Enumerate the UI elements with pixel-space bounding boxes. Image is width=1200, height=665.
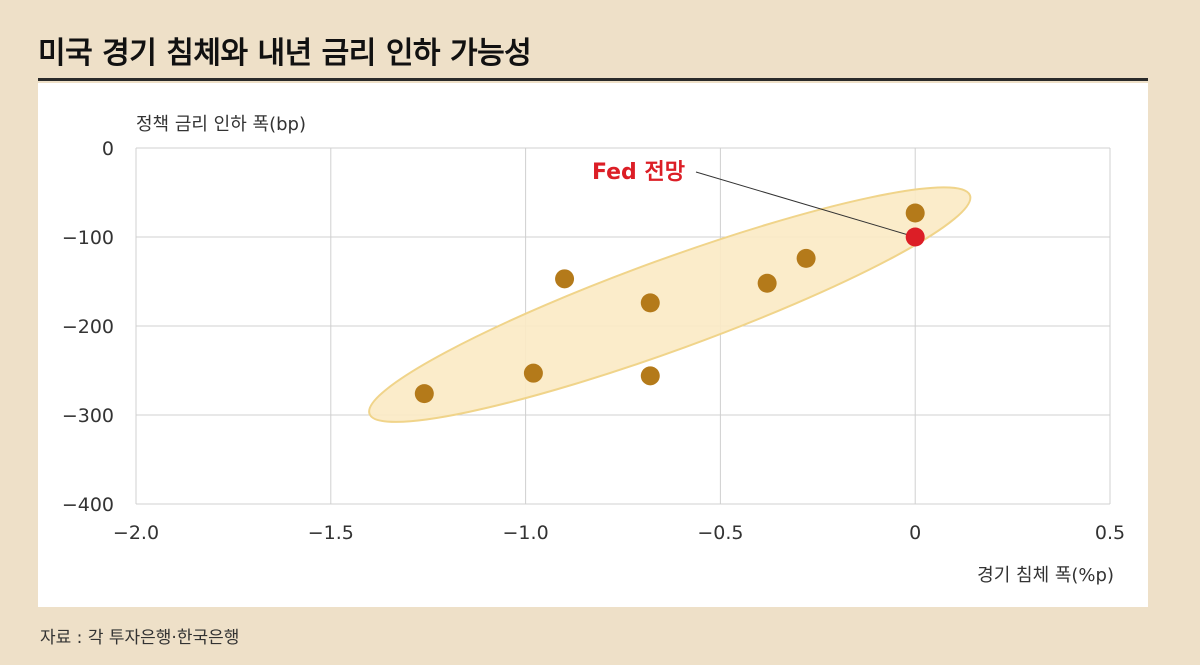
annotation-layer: Fed 전망	[592, 160, 916, 238]
y-axis-label: 정책 금리 인하 폭(bp)	[136, 114, 306, 135]
annotation-leader-line	[695, 171, 916, 238]
bank-forecast-point	[905, 203, 925, 223]
bank-forecast-point	[555, 269, 575, 289]
tick-label-layer: −2.0 −1.5 −1.0 −0.5 0 0.5 0 −100 −200 −300 −400	[62, 138, 1125, 544]
chart-title: 미국 경기 침체와 내년 금리 인하 가능성	[38, 36, 532, 71]
x-tick-label: 0.5	[1095, 522, 1125, 544]
fed-forecast-point	[905, 227, 925, 247]
x-tick-label: 0	[909, 522, 921, 544]
x-tick-label: −1.5	[308, 522, 354, 544]
source-note: 자료 : 각 투자은행·한국은행	[40, 628, 240, 648]
bank-forecast-point	[796, 248, 816, 268]
bank-forecast-point	[640, 366, 660, 386]
point-layer	[414, 203, 925, 404]
title-divider	[38, 78, 1148, 81]
bank-forecast-point	[523, 363, 543, 383]
x-axis-label: 경기 침체 폭(%p)	[977, 565, 1114, 586]
fed-annotation-label: Fed 전망	[592, 160, 685, 185]
y-tick-label: −100	[62, 227, 114, 249]
highlight-region-layer	[368, 186, 972, 423]
x-tick-label: −1.0	[503, 522, 549, 544]
bank-forecast-point	[414, 384, 434, 404]
y-tick-label: −200	[62, 316, 114, 338]
highlight-ellipse	[368, 186, 972, 423]
y-tick-label: −300	[62, 405, 114, 427]
x-tick-label: −2.0	[113, 522, 159, 544]
x-tick-label: −0.5	[697, 522, 743, 544]
y-tick-label: 0	[102, 138, 114, 160]
bank-forecast-point	[640, 293, 660, 313]
y-tick-label: −400	[62, 494, 114, 516]
bank-forecast-point	[757, 273, 777, 293]
